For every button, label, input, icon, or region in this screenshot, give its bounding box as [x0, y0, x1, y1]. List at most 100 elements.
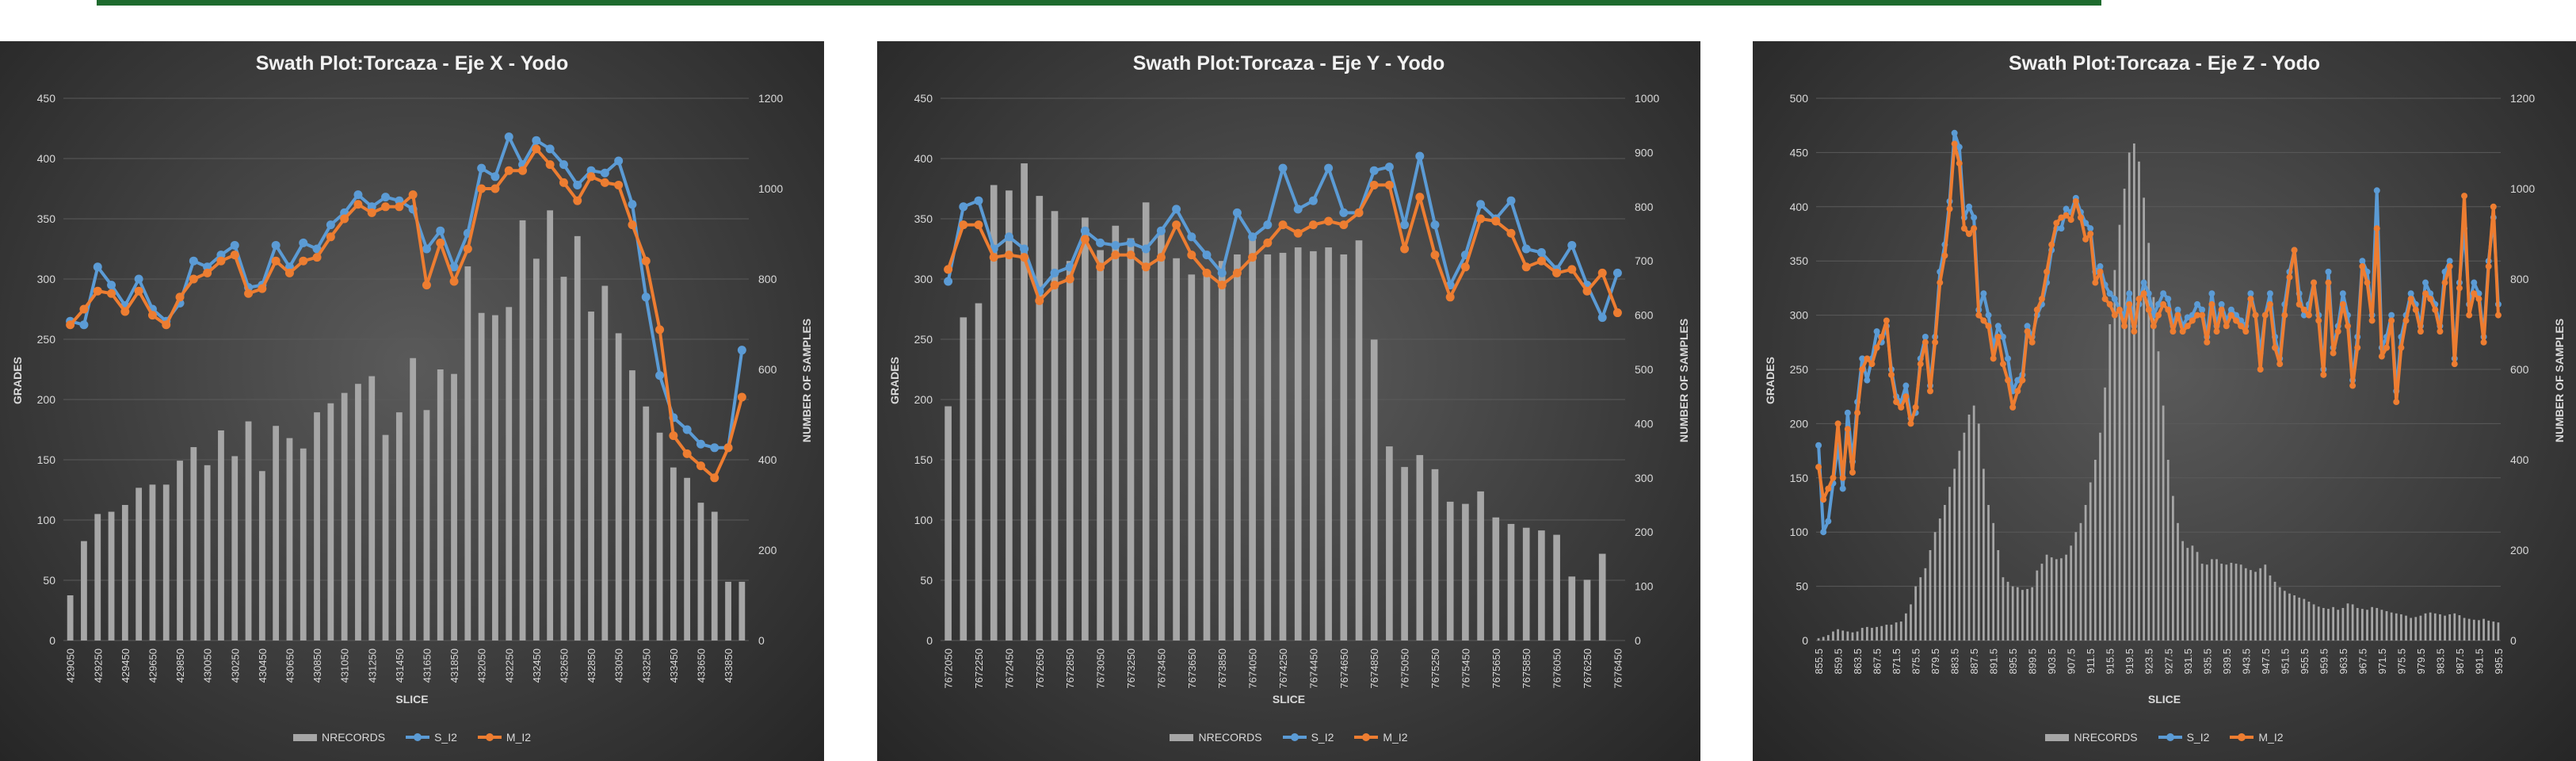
bar-nrecords — [945, 406, 952, 641]
series-s-i2-point — [655, 371, 665, 380]
series-m-i2-point — [2184, 323, 2191, 330]
series-m-i2-point — [2028, 338, 2036, 346]
bar-nrecords — [2356, 607, 2359, 641]
y-tick-label: 450 — [914, 92, 933, 105]
x-axis-label: SLICE — [1272, 693, 1306, 706]
series-s-i2-point — [1096, 238, 1105, 247]
series-m-i2-point — [628, 220, 637, 230]
series-s-i2-point — [2422, 279, 2429, 286]
series-s-i2-point — [641, 293, 651, 302]
bar-nrecords — [711, 511, 718, 641]
top-accent-bar — [97, 0, 2101, 6]
series-m-i2-point — [244, 289, 254, 298]
bar-nrecords — [2143, 197, 2145, 641]
series-m-i2-point — [2097, 268, 2104, 275]
series-m-i2-point — [120, 307, 130, 316]
x-tick-label: 433650 — [695, 648, 707, 683]
series-m-i2-point — [381, 202, 391, 212]
y-axis-label: GRADES — [1763, 357, 1776, 404]
series-m-i2-point — [2417, 328, 2424, 335]
series-m-i2-point — [2199, 312, 2206, 319]
series-s-i2-point — [2005, 355, 2012, 362]
series-s-i2-point — [1293, 205, 1303, 214]
series-s-i2-point — [682, 425, 692, 434]
bar-nrecords — [2191, 545, 2194, 641]
series-s-i2-point — [1141, 244, 1151, 254]
series-m-i2-point — [1582, 286, 1592, 296]
series-s-i2-point — [559, 160, 568, 170]
y-tick-label: 0 — [49, 634, 55, 647]
bar-nrecords — [300, 448, 307, 641]
series-m-i2-point — [2422, 290, 2429, 297]
bar-nrecords — [2152, 296, 2155, 641]
legend-label: S_I2 — [2186, 731, 2210, 744]
x-tick-label: 431450 — [394, 648, 406, 683]
series-m-i2-point — [1339, 220, 1349, 230]
series-s-i2-point — [1971, 214, 1978, 221]
bar-nrecords — [2497, 622, 2500, 641]
bar-nrecords — [1142, 202, 1150, 641]
series-m-i2-point — [2101, 296, 2109, 303]
bar-nrecords — [2006, 581, 2009, 641]
bar-nrecords — [341, 392, 348, 641]
series-s-i2-point — [532, 136, 541, 145]
series-m-i2-point — [1263, 238, 1273, 247]
bar-nrecords — [437, 369, 444, 641]
series-m-i2-point — [353, 200, 363, 209]
x-tick-label: 433850 — [723, 648, 735, 683]
legend-item-nrecords: NRECORDS — [292, 731, 385, 744]
y2-tick-label: 800 — [758, 273, 777, 285]
series-s-i2-point — [1156, 226, 1166, 235]
y2-tick-label: 400 — [2510, 453, 2529, 466]
bar-nrecords — [2205, 564, 2208, 641]
series-s-i2-point — [2111, 296, 2118, 303]
series-s-i2-point — [586, 166, 596, 175]
series-s-i2-point — [79, 320, 89, 330]
legend-item-nrecords: NRECORDS — [1170, 731, 1262, 744]
series-s-i2-point — [2227, 306, 2234, 313]
series-m-i2-point — [1994, 333, 2002, 340]
y-tick-label: 150 — [1790, 472, 1809, 484]
bar-nrecords — [1553, 534, 1560, 641]
y2-tick-label: 600 — [1635, 309, 1654, 322]
series-s-i2-point — [1902, 382, 1910, 389]
x-tick-label: 7674650 — [1338, 648, 1350, 689]
y-tick-label: 450 — [1790, 146, 1809, 159]
x-tick-label: 429850 — [174, 648, 186, 683]
series-m-i2-point — [2058, 214, 2065, 221]
y2-tick-label: 1200 — [2510, 92, 2535, 105]
series-m-i2-point — [641, 256, 651, 266]
y2-tick-label: 800 — [2510, 273, 2529, 285]
series-m-i2-point — [2461, 193, 2468, 200]
series-m-i2-point — [2334, 328, 2341, 335]
series-s-i2-point — [1430, 220, 1440, 230]
series-m-i2-point — [230, 250, 239, 260]
series-s-i2-point — [2087, 225, 2094, 232]
bar-nrecords — [1492, 517, 1500, 641]
bar-nrecords — [2065, 554, 2067, 641]
bar-nrecords — [1097, 250, 1104, 641]
bar-nrecords — [2467, 618, 2471, 641]
series-s-i2-point — [1308, 196, 1318, 205]
bar-nrecords — [218, 430, 224, 641]
bar-nrecords — [532, 258, 540, 641]
bar-nrecords — [382, 434, 389, 641]
series-m-i2-point — [1893, 399, 1900, 406]
bar-nrecords — [2390, 612, 2393, 641]
bar-nrecords — [1871, 628, 1873, 641]
series-m-i2-point — [1308, 220, 1318, 230]
series-s-i2-point — [1859, 355, 1866, 362]
series-m-i2-point — [1506, 228, 1516, 238]
bar-nrecords — [1264, 254, 1272, 641]
series-m-i2-point — [2005, 377, 2012, 384]
series-m-i2-point — [2087, 231, 2094, 237]
series-s-i2-point — [422, 244, 431, 254]
y-tick-label: 400 — [914, 152, 933, 165]
x-tick-label: 7676250 — [1582, 648, 1593, 689]
series-s-i2-point — [2325, 268, 2332, 275]
bar-nrecords — [1446, 501, 1454, 641]
x-tick-label: 927.5 — [2162, 648, 2174, 675]
series-m-i2-point — [1980, 317, 1987, 324]
series-s-i2-point — [1111, 240, 1120, 250]
bar-nrecords — [355, 384, 361, 641]
